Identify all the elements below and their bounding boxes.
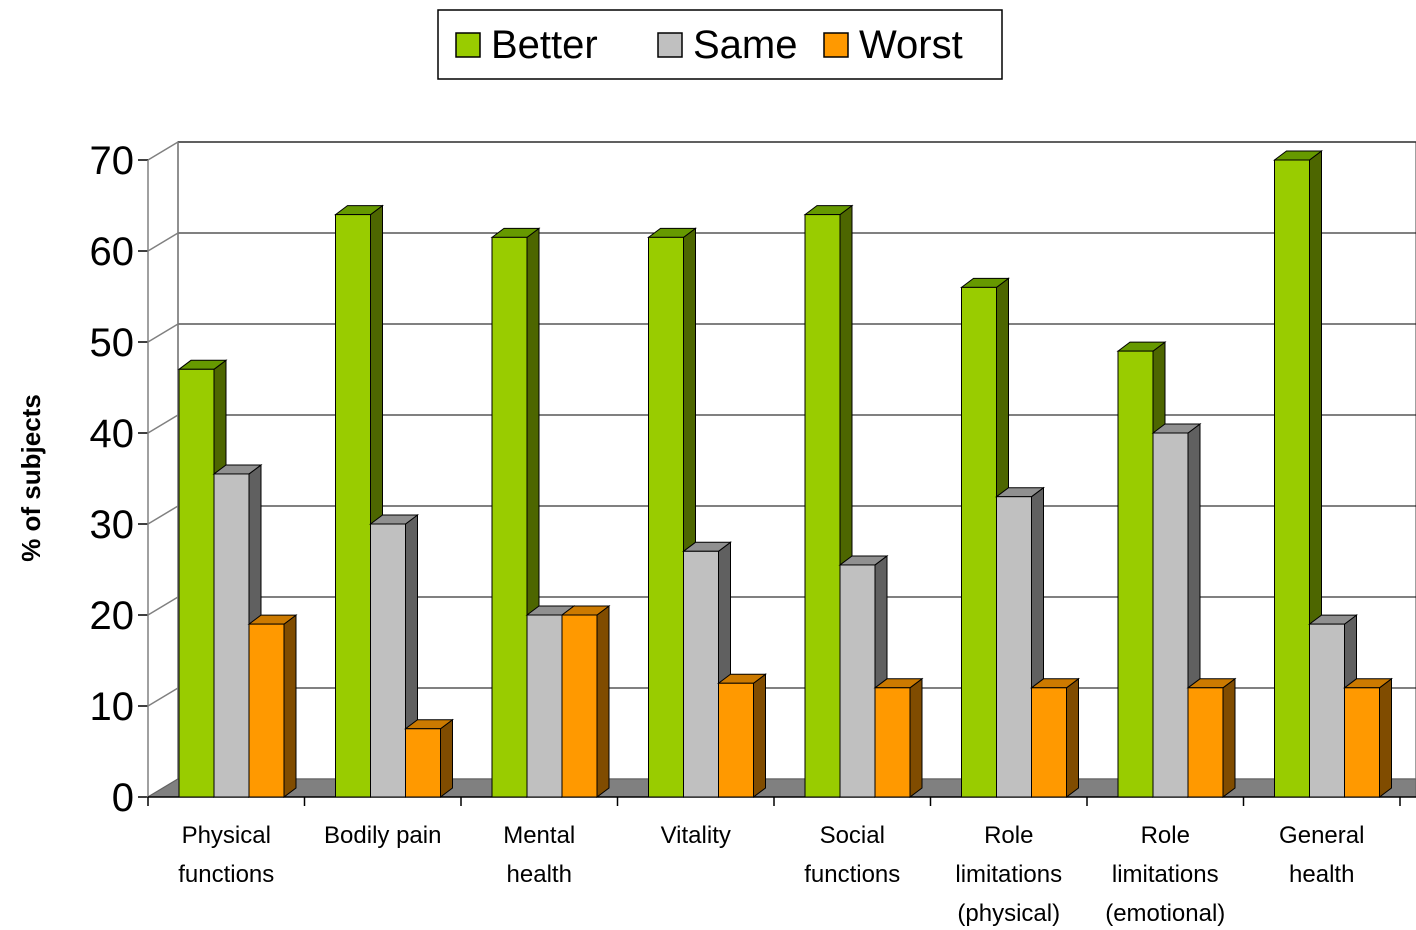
bar-worst: [874, 687, 911, 798]
bar-same: [996, 496, 1032, 798]
bar-same: [839, 564, 876, 798]
chart-labels: 0 10 20 30 40 50 60 70 Physical functions Bodily p…: [16, 139, 1364, 927]
legend-swatch-better: [455, 32, 481, 58]
y-tick-label: 50: [90, 321, 135, 365]
x-category-label: (emotional): [1105, 900, 1225, 927]
gridline-side: [147, 687, 179, 707]
legend-label-better: Better: [491, 23, 598, 67]
x-category-label: limitations: [955, 861, 1062, 888]
x-category-label: Mental: [503, 822, 575, 849]
gridline-side: [147, 596, 179, 616]
x-category-label: Physical: [182, 822, 271, 849]
bar-better: [1274, 159, 1310, 798]
bar-side-worst: [909, 677, 923, 798]
gridline-side: [147, 505, 179, 525]
y-tick-label: 60: [90, 230, 135, 274]
legend-label-worst: Worst: [859, 23, 963, 67]
bar-worst: [1187, 687, 1224, 798]
bar-better: [491, 236, 528, 798]
legend: Better Same Worst: [437, 9, 1003, 80]
bar-side-worst: [1066, 677, 1079, 798]
y-tick-label: 10: [90, 685, 135, 729]
bar-side-worst: [1222, 677, 1236, 798]
x-category-label: Bodily pain: [324, 822, 441, 849]
bar-same: [213, 473, 250, 798]
y-tick-label: 70: [90, 139, 135, 183]
bar-better: [804, 214, 841, 798]
x-category-label: Social: [820, 822, 885, 849]
x-category-label: Vitality: [661, 822, 731, 849]
x-category-label: Role: [1141, 822, 1190, 849]
bar-same: [683, 550, 719, 798]
bar-side-worst: [440, 718, 453, 798]
bar-better: [178, 368, 215, 798]
bar-same: [1152, 432, 1189, 798]
bar-same: [370, 523, 406, 798]
gridline-side: [147, 141, 179, 161]
gridline-side: [147, 323, 179, 343]
x-category-label: General: [1279, 822, 1364, 849]
bar-worst: [561, 614, 598, 798]
legend-label-same: Same: [693, 23, 798, 67]
legend-swatch-worst: [823, 32, 849, 58]
y-tick-label: 0: [112, 776, 134, 820]
bar-worst: [1344, 687, 1380, 798]
x-category-label: Role: [984, 822, 1033, 849]
legend-box: [437, 9, 1003, 80]
x-category-label: (physical): [957, 900, 1060, 927]
y-tick-label: 40: [90, 412, 135, 456]
y-tick-label: 20: [90, 594, 135, 638]
bar-better: [648, 236, 684, 798]
x-category-label: functions: [804, 861, 900, 888]
gridline-side: [147, 232, 179, 252]
bar-side-worst: [1379, 677, 1392, 798]
bar-worst: [405, 728, 441, 798]
bar-better: [1117, 350, 1154, 798]
bar-worst: [718, 682, 754, 798]
bar-better: [335, 214, 371, 798]
bar-side-worst: [283, 614, 297, 798]
x-category-label: functions: [178, 861, 274, 888]
x-category-label: limitations: [1112, 861, 1219, 888]
bar-side-worst: [596, 605, 610, 798]
gridline-side: [147, 414, 179, 434]
x-category-label: health: [507, 861, 572, 888]
x-category-label: health: [1289, 861, 1354, 888]
bar-same: [526, 614, 563, 798]
bar-better: [961, 286, 997, 798]
y-tick-label: 30: [90, 503, 135, 547]
legend-swatch-same: [657, 32, 683, 58]
bar-worst: [1031, 687, 1067, 798]
bar-same: [1309, 623, 1345, 798]
chart-bars: [177, 150, 1393, 798]
bar-side-worst: [753, 673, 766, 798]
y-axis-title: % of subjects: [16, 394, 46, 562]
bar-worst: [248, 623, 285, 798]
